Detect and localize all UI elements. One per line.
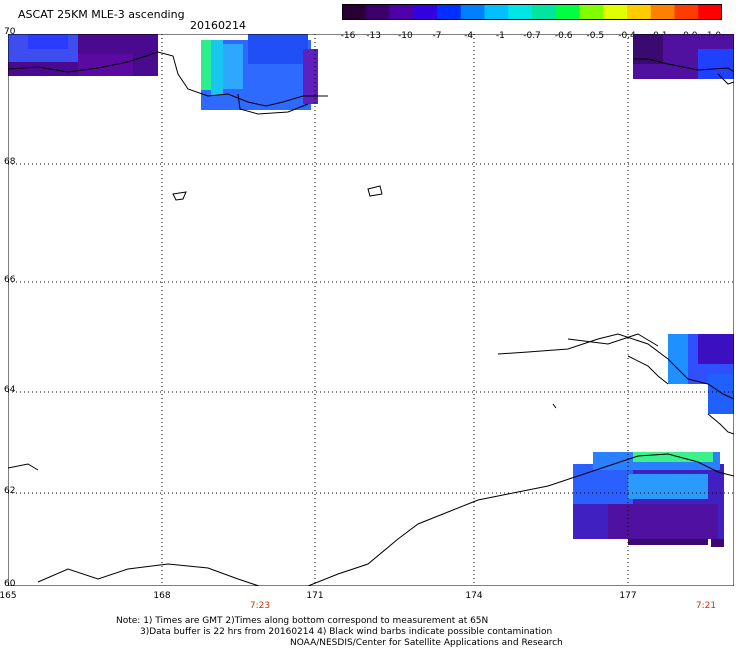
- colorbar-tick-label: -0.6: [554, 31, 573, 41]
- colorbar-swatch: [555, 4, 580, 20]
- colorbar-tick-label: -1: [495, 31, 505, 41]
- product-title: ASCAT 25KM MLE-3 ascending: [18, 8, 185, 21]
- time-label-left: 7:23: [249, 601, 271, 611]
- product-date: 20160214: [190, 19, 246, 32]
- lat-label-62: 62: [4, 486, 16, 496]
- colorbar-swatch: [698, 4, 723, 20]
- colorbar-tick-label: -4: [464, 31, 474, 41]
- colorbar-swatch: [365, 4, 390, 20]
- colorbar-tick-label: -7: [432, 31, 442, 41]
- colorbar-tick-label: -13: [366, 31, 382, 41]
- colorbar-scale: [342, 4, 723, 20]
- colorbar: -16-13-10-7-4-1-0.7-0.6-0.5-0.4-0.10.01.…: [340, 4, 723, 44]
- lat-label-64: 64: [4, 385, 16, 395]
- lon-label-165: 165: [0, 591, 17, 601]
- colorbar-tick-label: -16: [340, 31, 356, 41]
- lat-label-66: 66: [4, 275, 16, 285]
- lat-label-68: 68: [4, 157, 16, 167]
- lon-label-171: 171: [306, 591, 324, 601]
- colorbar-swatch: [603, 4, 628, 20]
- time-label-right: 7:21: [695, 601, 717, 611]
- note-line-3: NOAA/NESDIS/Center for Satellite Applica…: [290, 638, 563, 648]
- colorbar-swatch: [460, 4, 485, 20]
- colorbar-swatch: [342, 4, 367, 20]
- map-canvas: [8, 34, 734, 586]
- graticule: [8, 34, 734, 586]
- colorbar-tick-label: -0.4: [618, 31, 636, 41]
- colorbar-swatch: [484, 4, 509, 20]
- colorbar-swatch: [413, 4, 438, 20]
- colorbar-swatch: [508, 4, 533, 20]
- note-line-1: Note: 1) Times are GMT 2)Times along bot…: [116, 616, 489, 626]
- colorbar-tick-label: -10: [397, 31, 413, 41]
- data-swath-mid-right: [668, 334, 734, 414]
- colorbar-tick-label: -0.7: [523, 31, 541, 41]
- data-swath-top-center: [201, 34, 318, 110]
- colorbar-swatch: [674, 4, 699, 20]
- colorbar-swatch: [650, 4, 675, 20]
- data-swath-top-left: [8, 34, 158, 76]
- lon-label-177: 177: [619, 591, 637, 601]
- data-swath-top-right: [633, 34, 734, 79]
- lat-label-70: 70: [4, 27, 16, 37]
- data-swath-bottom-right: [573, 452, 724, 547]
- colorbar-swatch: [437, 4, 462, 20]
- lon-label-174: 174: [465, 591, 483, 601]
- coastlines: [8, 51, 734, 586]
- colorbar-swatch: [389, 4, 414, 20]
- colorbar-swatch: [627, 4, 652, 20]
- colorbar-swatch: [532, 4, 557, 20]
- lat-label-60: 60: [4, 579, 16, 589]
- colorbar-swatch: [579, 4, 604, 20]
- colorbar-tick-label: -0.5: [586, 31, 605, 41]
- lon-label-168: 168: [153, 591, 171, 601]
- note-line-2: 3)Data buffer is 22 hrs from 20160214 4)…: [140, 627, 553, 637]
